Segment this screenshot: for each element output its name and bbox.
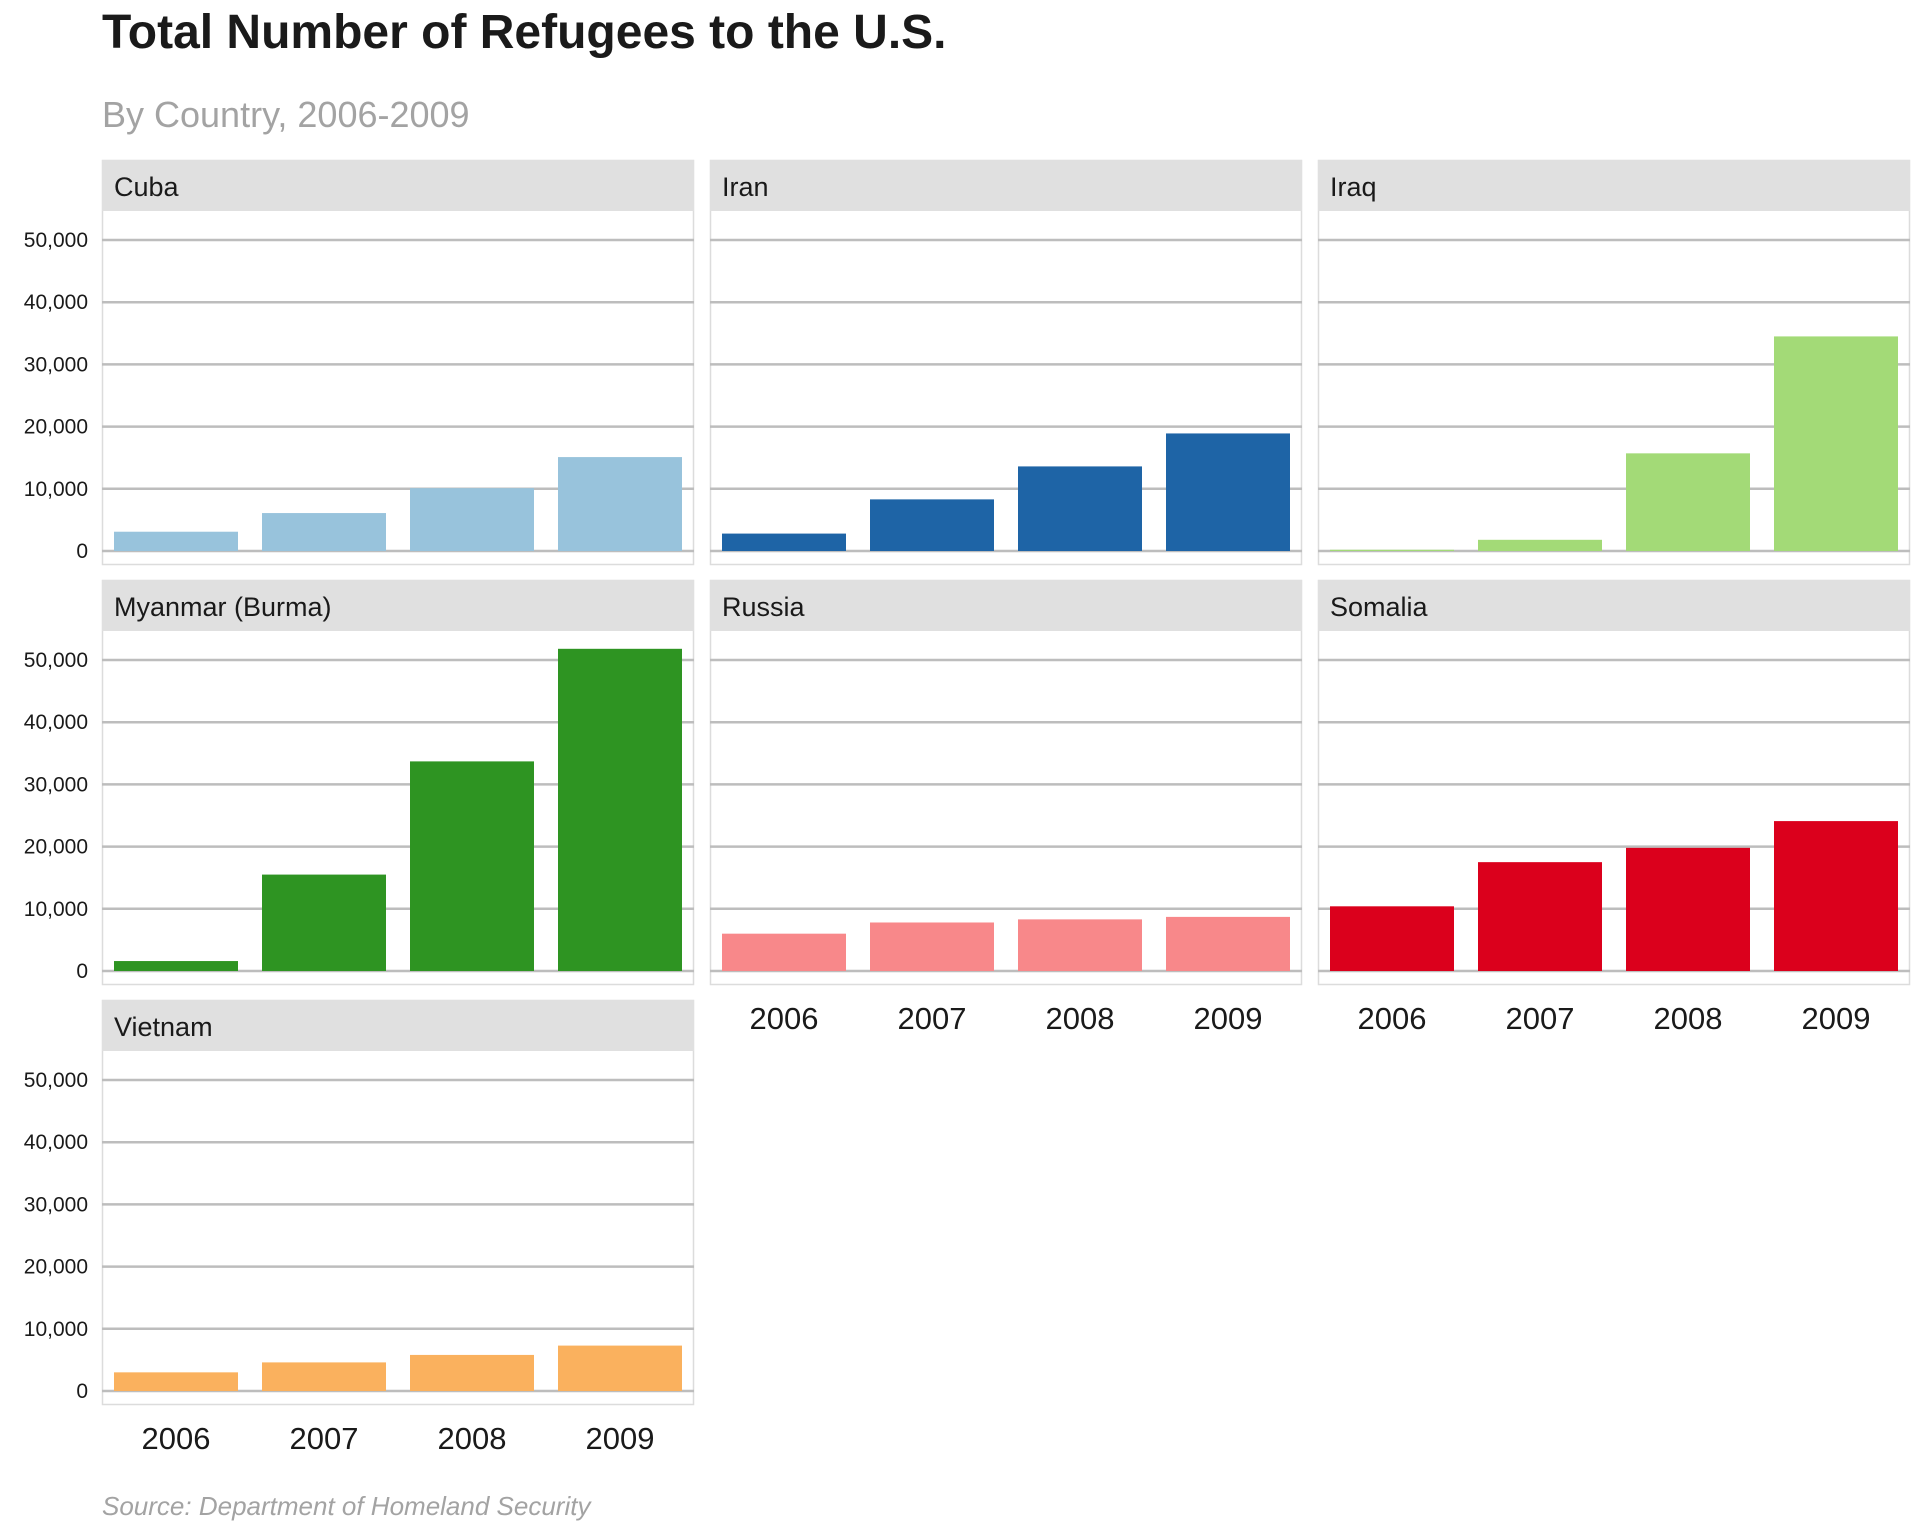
panel-russia: Russia 2006 2007 2008 2009: [709, 579, 1303, 1036]
bar-russia-2007: [870, 922, 994, 971]
y-tick-label: 30,000: [24, 353, 88, 376]
panel-iraq: Iraq: [1317, 159, 1911, 566]
y-tick-label: 20,000: [24, 836, 88, 859]
y-tick-label: 10,000: [24, 478, 88, 501]
panel-label: Myanmar (Burma): [114, 592, 332, 622]
bar-vietnam-2008: [410, 1354, 534, 1391]
panel-strip: [102, 580, 694, 631]
panel-strip: [102, 1000, 694, 1051]
bar-iraq-2009: [1774, 336, 1898, 551]
facet-panels: Cuba 0 10,000 20,000 30,000 40,000 50,000 Iran I…: [24, 159, 1911, 1456]
y-tick-label: 0: [76, 540, 88, 563]
y-tick-label: 10,000: [24, 898, 88, 921]
x-tick-label: 2007: [1506, 1001, 1575, 1036]
bar-iran-2007: [870, 499, 994, 551]
bar-somalia-2009: [1774, 821, 1898, 971]
bar-myanmar-burma-2006: [114, 961, 238, 971]
panel-label: Cuba: [114, 172, 180, 202]
bar-somalia-2006: [1330, 906, 1454, 971]
y-tick-label: 30,000: [24, 773, 88, 796]
bar-iran-2008: [1018, 466, 1142, 551]
panel-strip: [1318, 580, 1910, 631]
y-tick-label: 30,000: [24, 1193, 88, 1216]
y-tick-label: 0: [76, 960, 88, 983]
panel-label: Vietnam: [114, 1012, 213, 1042]
y-tick-label: 50,000: [24, 1069, 88, 1092]
bar-russia-2008: [1018, 919, 1142, 971]
panel-strip: [1318, 160, 1910, 211]
y-tick-label: 50,000: [24, 229, 88, 252]
y-tick-label: 0: [76, 1380, 88, 1403]
y-tick-label: 40,000: [24, 711, 88, 734]
bar-iraq-2008: [1626, 453, 1750, 551]
x-tick-label: 2007: [898, 1001, 967, 1036]
x-tick-label: 2006: [750, 1001, 819, 1036]
x-tick-label: 2008: [438, 1421, 507, 1456]
x-tick-label: 2008: [1654, 1001, 1723, 1036]
bar-iraq-2006: [1330, 549, 1454, 551]
x-tick-label: 2007: [290, 1421, 359, 1456]
panel-strip: [102, 160, 694, 211]
chart-subtitle: By Country, 2006-2009: [102, 94, 470, 135]
bar-cuba-2007: [262, 513, 386, 551]
x-tick-label: 2009: [1194, 1001, 1263, 1036]
panel-label: Somalia: [1330, 592, 1429, 622]
y-tick-label: 50,000: [24, 649, 88, 672]
bar-myanmar-burma-2008: [410, 761, 534, 971]
bar-iran-2006: [722, 533, 846, 551]
panel-label: Russia: [722, 592, 806, 622]
bar-iran-2009: [1166, 433, 1290, 551]
panel-iran: Iran: [709, 159, 1303, 566]
bar-cuba-2008: [410, 488, 534, 551]
x-tick-label: 2008: [1046, 1001, 1115, 1036]
bar-vietnam-2006: [114, 1372, 238, 1391]
panel-somalia: Somalia 2006 2007 2008 2009: [1317, 579, 1911, 1036]
y-tick-label: 20,000: [24, 416, 88, 439]
bar-vietnam-2007: [262, 1362, 386, 1391]
bar-vietnam-2009: [558, 1345, 682, 1391]
x-tick-label: 2009: [1802, 1001, 1871, 1036]
x-tick-label: 2006: [1358, 1001, 1427, 1036]
bar-russia-2009: [1166, 916, 1290, 971]
bar-somalia-2007: [1478, 862, 1602, 971]
panel-cuba: Cuba 0 10,000 20,000 30,000 40,000 50,000: [24, 159, 695, 566]
panel-myanmar-burma: Myanmar (Burma) 0 10,000 20,000 30,000 40,000…: [24, 579, 695, 986]
panel-label: Iran: [722, 172, 769, 202]
panel-frame: [101, 999, 695, 1406]
bar-russia-2006: [722, 933, 846, 971]
y-tick-label: 40,000: [24, 291, 88, 314]
bar-iraq-2007: [1478, 539, 1602, 551]
bar-somalia-2008: [1626, 847, 1750, 971]
x-tick-label: 2009: [586, 1421, 655, 1456]
y-tick-label: 40,000: [24, 1131, 88, 1154]
chart-title: Total Number of Refugees to the U.S.: [102, 6, 947, 59]
source-note: Source: Department of Homeland Security: [102, 1491, 592, 1521]
y-tick-label: 10,000: [24, 1318, 88, 1341]
bar-cuba-2009: [558, 457, 682, 551]
bar-cuba-2006: [114, 531, 238, 551]
panel-strip: [710, 160, 1302, 211]
panel-strip: [710, 580, 1302, 631]
bar-myanmar-burma-2009: [558, 648, 682, 971]
bar-myanmar-burma-2007: [262, 874, 386, 971]
x-tick-label: 2006: [142, 1421, 211, 1456]
panel-label: Iraq: [1330, 172, 1377, 202]
y-tick-label: 20,000: [24, 1256, 88, 1279]
panel-vietnam: Vietnam 0 10,000 20,000 30,000 40,000 50,000 20…: [24, 999, 695, 1456]
